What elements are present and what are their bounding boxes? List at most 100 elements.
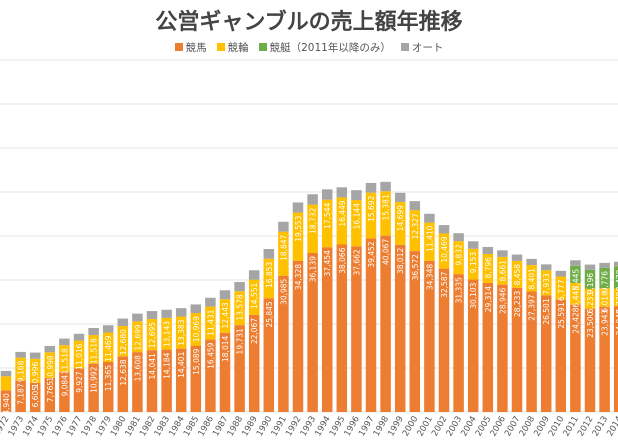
bar-2008-series-3	[526, 258, 537, 266]
bar-2008-series-1	[526, 265, 537, 292]
data-label-2012-series-0: 23,500	[586, 311, 595, 337]
bar-1982-series-3	[146, 311, 158, 319]
bar-1995-series-3	[336, 187, 348, 198]
bar-1979-series-3	[102, 325, 114, 333]
data-label-1974-series-0: 6,605	[31, 386, 40, 408]
bar-2013-series-0	[599, 306, 610, 412]
bar-2004-series-0	[467, 279, 479, 412]
bar-2006-series-1	[497, 256, 508, 285]
data-label-1982-series-1: 12,695	[148, 322, 157, 348]
data-label-2000-series-1: 12,327	[411, 213, 420, 239]
data-label-1998-series-0: 40,067	[382, 238, 391, 264]
bar-1997-series-0	[365, 238, 377, 412]
bar-1990-series-1	[263, 258, 275, 299]
data-label-2006-series-0: 28,946	[498, 287, 507, 313]
bar-1983-series-3	[161, 309, 172, 318]
data-label-1991-series-0: 30,985	[279, 278, 288, 304]
data-label-1972-series-0: 4,940	[2, 393, 11, 415]
bar-2008-series-0	[526, 291, 537, 412]
bar-2010-series-3	[555, 270, 567, 277]
data-label-2013-series-1: 6,018	[601, 291, 610, 313]
bar-2000-series-3	[409, 201, 421, 211]
data-label-2008-series-0: 27,397	[528, 294, 537, 320]
bar-1980-series-1	[117, 326, 129, 357]
bar-2012-series-0	[584, 308, 596, 412]
data-label-2007-series-0: 28,233	[513, 291, 522, 317]
bar-1989-series-1	[248, 279, 260, 315]
bar-2000-series-1	[409, 210, 421, 252]
data-label-1984-series-1: 13,383	[177, 319, 186, 345]
bar-1980-series-0	[117, 356, 129, 412]
data-label-2013-series-2: 9,776	[601, 271, 610, 293]
data-label-1980-series-1: 12,680	[119, 329, 128, 355]
data-label-1993-series-0: 36,139	[309, 256, 318, 282]
bar-2012-series-3	[584, 264, 596, 270]
data-label-1979-series-0: 11,365	[104, 365, 113, 391]
bar-2009-series-0	[540, 295, 552, 412]
data-label-2003-series-1: 9,832	[455, 244, 464, 266]
bar-2007-series-3	[511, 254, 523, 261]
bar-1996-series-1	[351, 200, 362, 247]
bar-1976-series-0	[59, 372, 70, 412]
data-label-1975-series-1: 10,998	[46, 355, 55, 381]
bar-1981-series-3	[132, 313, 143, 322]
data-label-2011-series-1: 6,445	[571, 286, 580, 308]
bar-1976-series-1	[59, 345, 70, 373]
data-label-2014-series-0: 24,048	[615, 309, 618, 335]
data-label-1988-series-1: 13,578	[236, 294, 245, 320]
data-label-1997-series-0: 39,452	[367, 241, 376, 267]
bar-2004-series-1	[467, 248, 479, 280]
data-label-2002-series-0: 32,587	[440, 271, 449, 297]
legend-swatch-2	[258, 43, 267, 51]
bar-2012-series-2	[584, 269, 596, 289]
bar-2001-series-1	[424, 222, 435, 261]
bar-2011-series-2	[570, 265, 581, 283]
legend-item-2: 競艇（2011年以降のみ）	[258, 40, 391, 55]
bar-1977-series-3	[73, 333, 85, 341]
data-label-1990-series-0: 25,845	[265, 301, 274, 327]
bar-1999-series-0	[394, 244, 406, 412]
data-label-1989-series-1: 14,551	[250, 282, 259, 308]
data-label-2008-series-1: 8,401	[528, 268, 537, 290]
bar-2011-series-1	[570, 282, 581, 305]
data-label-1991-series-1: 18,847	[279, 234, 288, 260]
data-label-1997-series-1: 15,692	[367, 195, 376, 221]
data-label-1974-series-1: 10,996	[31, 362, 40, 388]
bar-1986-series-1	[205, 306, 216, 340]
data-label-2011-series-0: 24,428	[571, 307, 580, 333]
bar-1985-series-3	[190, 304, 202, 314]
bar-2014-series-0	[613, 306, 618, 412]
bar-1981-series-1	[132, 321, 143, 353]
bar-1997-series-1	[365, 192, 377, 239]
bar-1988-series-1	[234, 291, 245, 326]
bar-1980-series-3	[117, 318, 129, 327]
bar-1991-series-1	[278, 231, 289, 276]
bar-2005-series-1	[482, 253, 494, 284]
data-label-1984-series-0: 14,401	[177, 351, 186, 377]
bar-1990-series-0	[263, 298, 275, 412]
bar-2010-series-1	[555, 276, 567, 300]
data-label-1985-series-0: 15,089	[192, 348, 201, 374]
data-label-2007-series-1: 8,458	[513, 264, 522, 286]
bar-1986-series-3	[205, 297, 216, 307]
bar-1989-series-3	[248, 270, 260, 280]
chart-title: 公営ギャンブルの売上額年推移	[155, 10, 463, 35]
data-label-1980-series-0: 12,638	[119, 359, 128, 385]
legend-label-2: 競艇（2011年以降のみ）	[269, 42, 391, 54]
bar-1985-series-1	[190, 313, 202, 346]
bar-1986-series-0	[205, 339, 216, 412]
data-label-1982-series-0: 14,041	[148, 353, 157, 379]
legend-label-1: 競輪	[227, 42, 249, 54]
bar-1991-series-0	[278, 275, 289, 412]
data-label-1979-series-1: 11,469	[104, 335, 113, 361]
bar-1994-series-1	[321, 199, 333, 248]
bar-2009-series-3	[540, 264, 552, 271]
bar-1993-series-3	[307, 194, 318, 205]
legend-item-1: 競輪	[216, 40, 249, 55]
data-label-2014-series-2: 9,470	[615, 269, 618, 291]
data-label-1978-series-0: 10,992	[90, 366, 99, 392]
bar-2001-series-0	[424, 260, 435, 412]
data-label-1992-series-1: 19,553	[294, 215, 303, 241]
data-label-2004-series-0: 30,103	[469, 282, 478, 308]
bar-1985-series-0	[190, 345, 202, 412]
